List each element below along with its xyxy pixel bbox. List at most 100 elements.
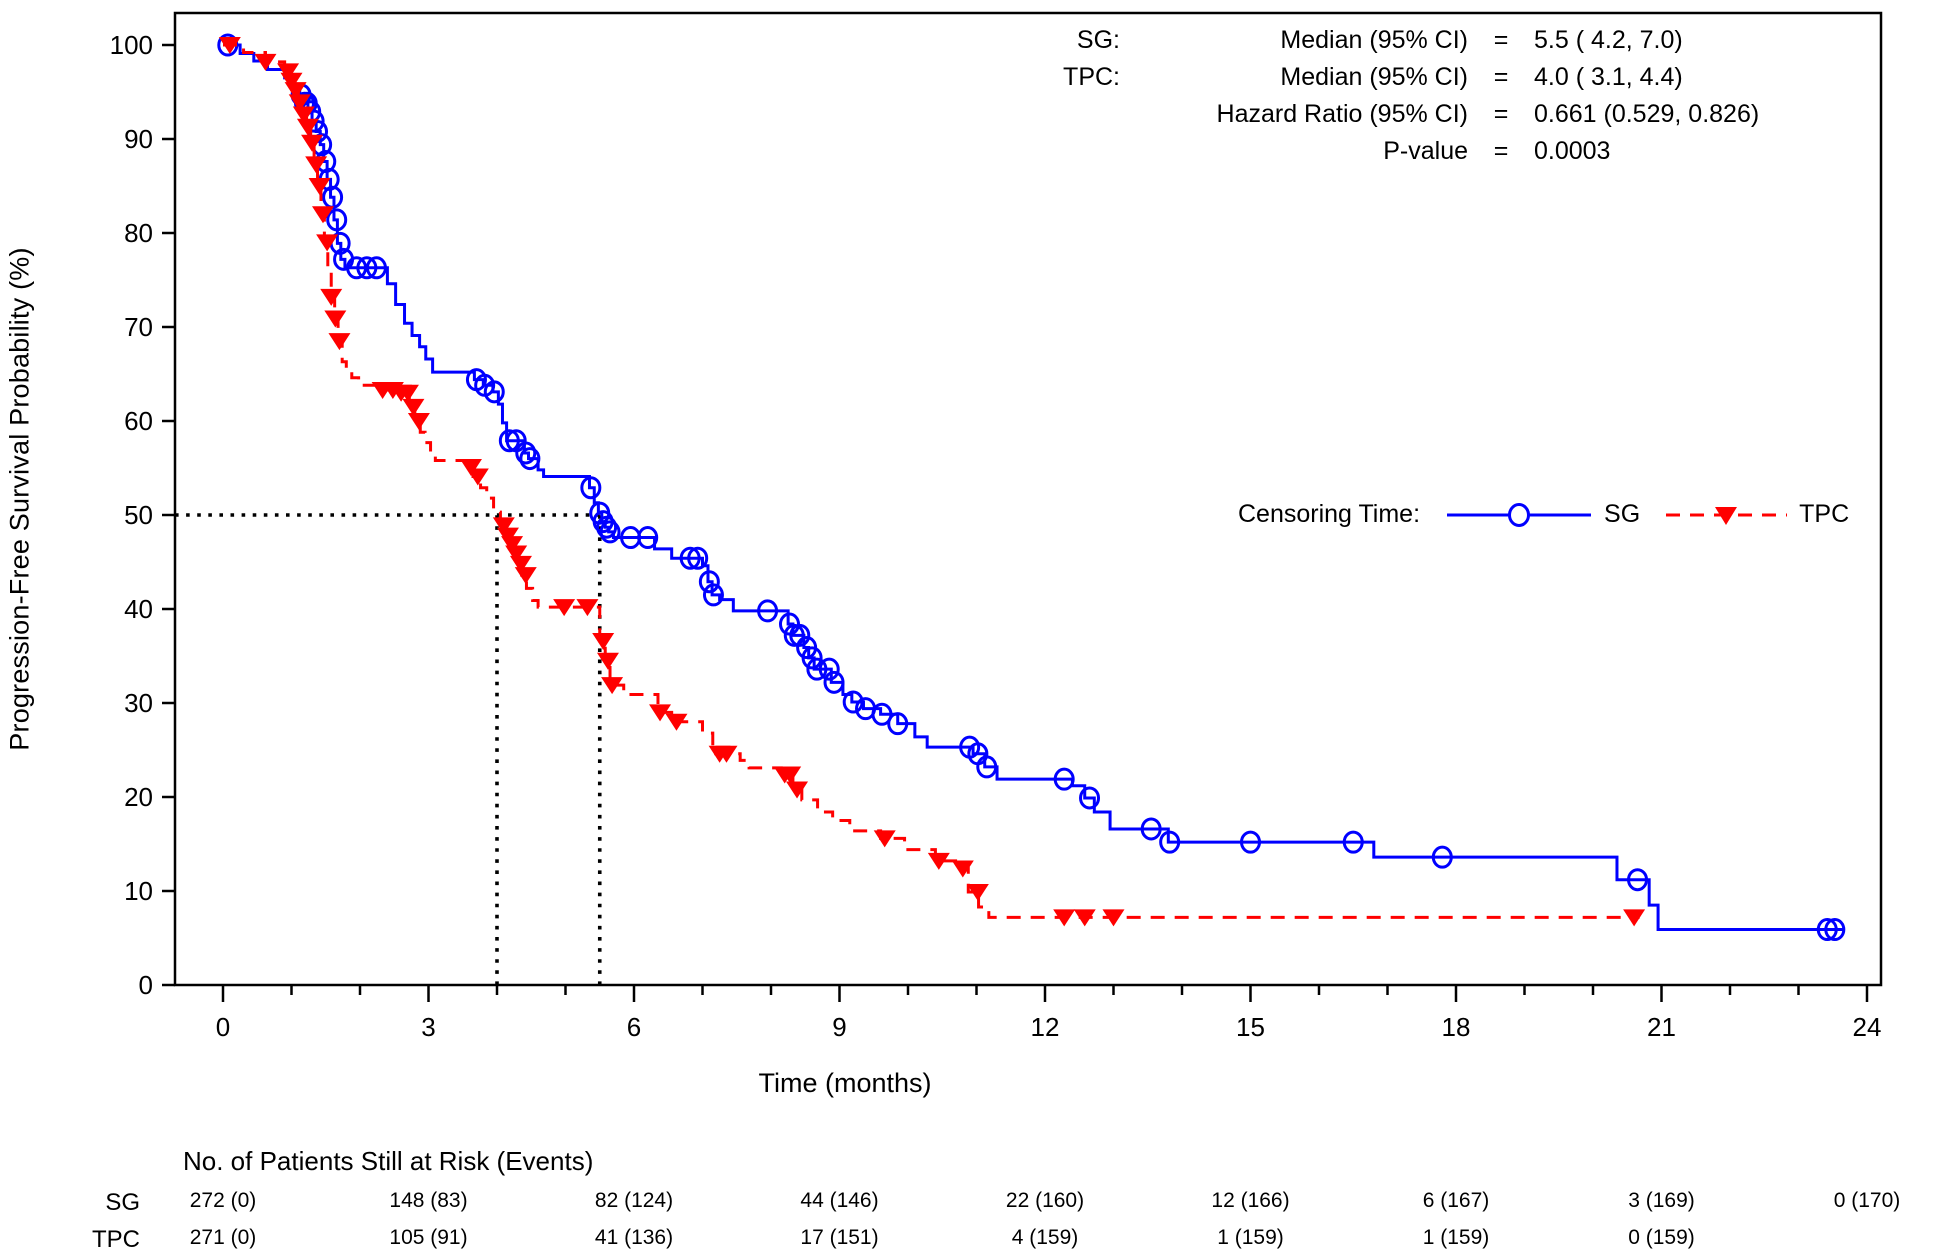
tpc-censor-mark-icon <box>305 156 328 174</box>
sg-censor-mark-icon <box>806 657 828 681</box>
sg-censor-mark-icon <box>519 447 541 471</box>
sg-censor-mark-icon <box>515 441 537 465</box>
sg-censor-mark-icon <box>823 670 845 694</box>
x-axis-tick-label: 21 <box>1647 1012 1676 1042</box>
sg-censor-mark-icon <box>599 520 621 544</box>
plot-frame <box>173 11 1883 987</box>
tpc-censor-mark-icon <box>553 599 576 617</box>
stats-row-p-value: P-value = 0.0003 <box>1040 137 1759 174</box>
legend-title: Censoring Time: <box>1238 500 1421 528</box>
tpc-censor-mark-icon <box>1053 909 1076 927</box>
risk-cell-sg-t9: 44 (146) <box>800 1189 879 1212</box>
tpc-censor-mark-icon <box>966 883 989 901</box>
risk-cell-sg-t18: 6 (167) <box>1422 1189 1490 1212</box>
y-axis-tick-label: 70 <box>124 312 153 342</box>
tpc-censor-mark-icon <box>509 555 532 573</box>
tpc-censor-mark-icon <box>301 134 324 152</box>
tpc-censor-mark-icon <box>396 384 419 402</box>
stats-equals-sign: = <box>1493 63 1509 91</box>
tpc-censor-mark-icon <box>308 178 331 195</box>
tpc-censor-mark-icon <box>280 72 303 90</box>
risk-table-title: No. of Patients Still at Risk (Events) <box>183 1146 594 1176</box>
tpc-censor-mark-icon <box>1073 909 1096 927</box>
y-axis-tick-label: 90 <box>124 124 153 154</box>
sg-censor-mark-icon <box>1240 830 1261 854</box>
sg-censor-mark-icon <box>789 623 811 647</box>
tpc-censor-mark-icon <box>459 459 482 477</box>
tpc-censor-mark-icon <box>576 599 599 617</box>
stats-equals-sign: = <box>1493 137 1509 165</box>
sg-censor-mark-icon <box>1159 830 1181 854</box>
sg-censor-mark-icon <box>1816 918 1838 942</box>
stats-row-tpc: TPC: Median (95% CI) = 4.0 ( 3.1, 4.4) <box>1040 63 1759 100</box>
sg-censor-mark-icon <box>842 690 864 714</box>
tpc-censor-mark-icon <box>927 852 950 870</box>
risk-cell-tpc-t18: 1 (159) <box>1422 1226 1490 1249</box>
sg-censor-mark-icon <box>871 702 893 726</box>
risk-row-label-tpc: TPC <box>92 1226 140 1253</box>
sg-censor-mark-icon <box>326 208 348 232</box>
tpc-censor-mark-icon <box>596 652 619 670</box>
x-axis-tick-label: 15 <box>1236 1012 1265 1042</box>
tpc-censor-mark-icon <box>505 545 528 563</box>
tpc-censor-mark-icon <box>715 745 738 763</box>
tpc-censor-mark-icon <box>601 677 624 695</box>
sg-survival-curve <box>223 43 1844 932</box>
sg-censor-mark-icon <box>498 429 520 453</box>
sg-censor-mark-icon <box>976 755 998 779</box>
sg-censor-mark-icon <box>702 583 724 607</box>
risk-cell-sg-t21: 3 (169) <box>1628 1189 1695 1212</box>
y-axis-tick-label: 10 <box>124 876 153 906</box>
x-axis-tick-label: 24 <box>1853 1012 1882 1042</box>
tpc-censor-mark-icon <box>324 310 347 328</box>
risk-cell-tpc-t12: 4 (159) <box>1011 1226 1079 1249</box>
tpc-censor-mark-icon <box>312 206 335 224</box>
sg-censor-mark-icon <box>365 256 387 280</box>
sg-censor-mark-icon <box>356 256 378 280</box>
sg-line-sample-icon <box>1447 502 1592 527</box>
stats-row-sg: SG: Median (95% CI) = 5.5 ( 4.2, 7.0) <box>1040 26 1759 63</box>
stats-row-hazard-ratio: Hazard Ratio (95% CI) = 0.661 (0.529, 0.… <box>1040 100 1760 137</box>
sg-censor-mark-icon <box>698 570 720 594</box>
sg-censor-mark-icon <box>801 646 823 670</box>
stats-metric-label: P-value <box>1383 137 1468 165</box>
legend-sg-label: SG <box>1604 500 1641 528</box>
risk-cell-sg-t6: 82 (124) <box>594 1189 674 1212</box>
tpc-censor-mark-icon <box>501 536 524 554</box>
tpc-censor-mark-icon <box>665 713 688 731</box>
sg-censor-mark-icon <box>1079 786 1101 810</box>
y-axis-tick-label: 30 <box>124 688 153 718</box>
y-axis-tick-label: 0 <box>139 970 153 1000</box>
stats-value: 5.5 ( 4.2, 7.0) <box>1534 26 1683 54</box>
tpc-censor-mark-icon <box>288 94 311 112</box>
tpc-survival-curve <box>223 43 1640 919</box>
tpc-censor-mark-icon <box>514 567 537 585</box>
risk-cell-sg-t15: 12 (166) <box>1211 1189 1290 1212</box>
tpc-censor-mark-icon <box>951 860 974 878</box>
x-axis-tick-label: 6 <box>627 1012 641 1042</box>
stats-panel: SG: Median (95% CI) = 5.5 ( 4.2, 7.0) TP… <box>1040 26 1759 174</box>
tpc-censor-mark-icon <box>218 37 241 54</box>
sg-censor-mark-icon <box>346 256 368 280</box>
tpc-censor-mark-icon <box>292 106 315 124</box>
stats-group-label: SG: <box>1076 26 1120 54</box>
tpc-censor-mark-icon <box>402 398 425 416</box>
tpc-censor-mark-icon <box>277 63 300 81</box>
stats-value: 4.0 ( 3.1, 4.4) <box>1534 63 1683 91</box>
risk-cell-tpc-t3: 105 (91) <box>389 1226 468 1249</box>
risk-cell-sg-t24: 0 (170) <box>1833 1189 1901 1212</box>
tpc-censor-mark-icon <box>320 288 343 306</box>
tpc-censor-mark-icon <box>873 830 896 848</box>
y-axis-tick-label: 60 <box>124 406 153 436</box>
risk-row-label-sg: SG <box>105 1189 140 1216</box>
tpc-censor-mark-icon <box>284 82 307 100</box>
x-axis-tick-label: 9 <box>832 1012 846 1042</box>
tpc-censor-mark-icon <box>779 766 802 784</box>
y-axis-tick-label: 80 <box>124 218 153 248</box>
sg-censor-mark-icon <box>637 526 659 550</box>
y-axis-tick-label: 20 <box>124 782 153 812</box>
legend: Censoring Time: SG TPC <box>1238 500 1849 529</box>
y-axis-tick-label: 50 <box>124 500 153 530</box>
risk-cell-tpc-t0: 271 (0) <box>189 1226 257 1249</box>
